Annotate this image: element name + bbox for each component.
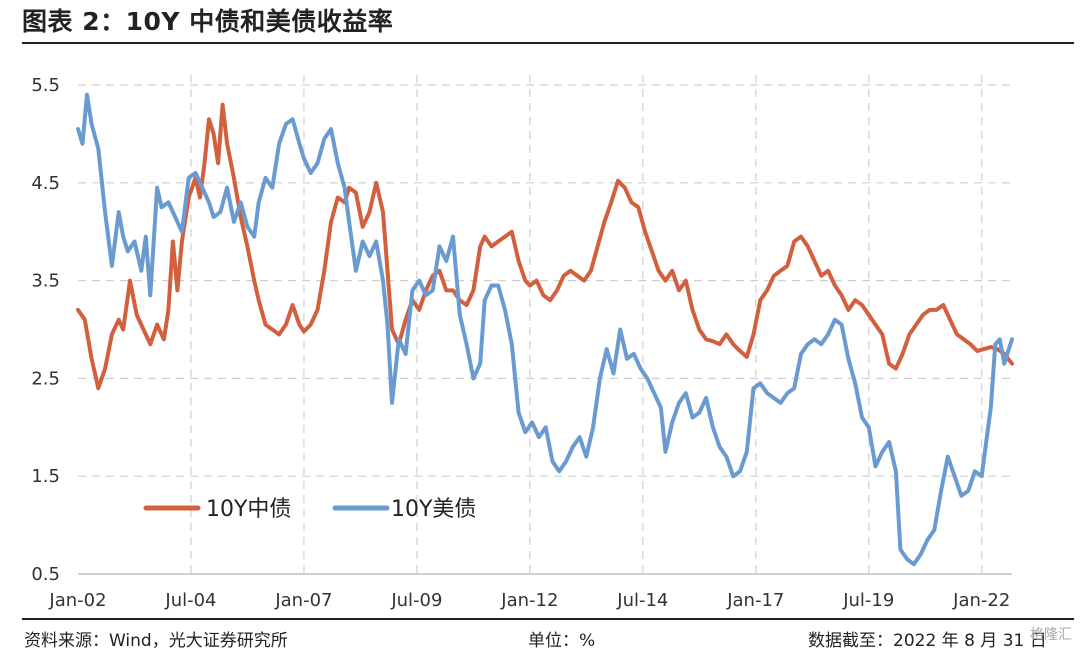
x-tick-label: Jul-04: [164, 590, 216, 611]
legend-label-us-10y: 10Y美债: [391, 497, 476, 522]
series-line-us-10y: [76, 92, 1014, 567]
x-tick-label: Jan-02: [48, 590, 106, 611]
chart-series: [76, 92, 1014, 567]
title-underline: [22, 42, 1074, 44]
line-chart: 0.5 1.5 2.5 3.5 4.5 5.5 Jan-02 Jul-04 Jan-07 Jul…: [31, 75, 1014, 611]
y-tick-label: 3.5: [31, 271, 60, 292]
x-tick-label: Jan-07: [274, 590, 332, 611]
x-tick-label: Jan-17: [726, 590, 784, 611]
y-tick-label: 4.5: [31, 173, 60, 194]
source-note: 资料来源：Wind，光大证券研究所: [24, 631, 288, 651]
chart-legend: 10Y中债 10Y美债: [143, 497, 476, 522]
y-tick-label: 1.5: [31, 466, 60, 487]
legend-label-cn-10y: 10Y中债: [206, 497, 291, 522]
x-tick-label: Jan-22: [952, 590, 1010, 611]
y-tick-label: 5.5: [31, 75, 60, 96]
y-tick-label: 2.5: [31, 368, 60, 389]
x-tick-label: Jul-19: [842, 590, 894, 611]
date-note: 数据截至：2022 年 8 月 31 日: [808, 631, 1047, 651]
y-tick-label: 0.5: [31, 564, 60, 585]
x-tick-label: Jul-09: [390, 590, 442, 611]
x-tick-label: Jul-14: [616, 590, 668, 611]
series-line-cn-10y: [76, 102, 1014, 391]
x-tick-label: Jan-12: [500, 590, 558, 611]
x-axis: Jan-02 Jul-04 Jan-07 Jul-09 Jan-12 Jul-14 Jan-…: [48, 590, 1010, 611]
watermark: 格隆汇: [1030, 627, 1072, 643]
footer-rule: [22, 618, 1074, 620]
chart-title: 图表 2：10Y 中债和美债收益率: [22, 7, 394, 36]
unit-note: 单位：%: [528, 631, 596, 651]
y-axis: 0.5 1.5 2.5 3.5 4.5 5.5: [31, 75, 60, 585]
